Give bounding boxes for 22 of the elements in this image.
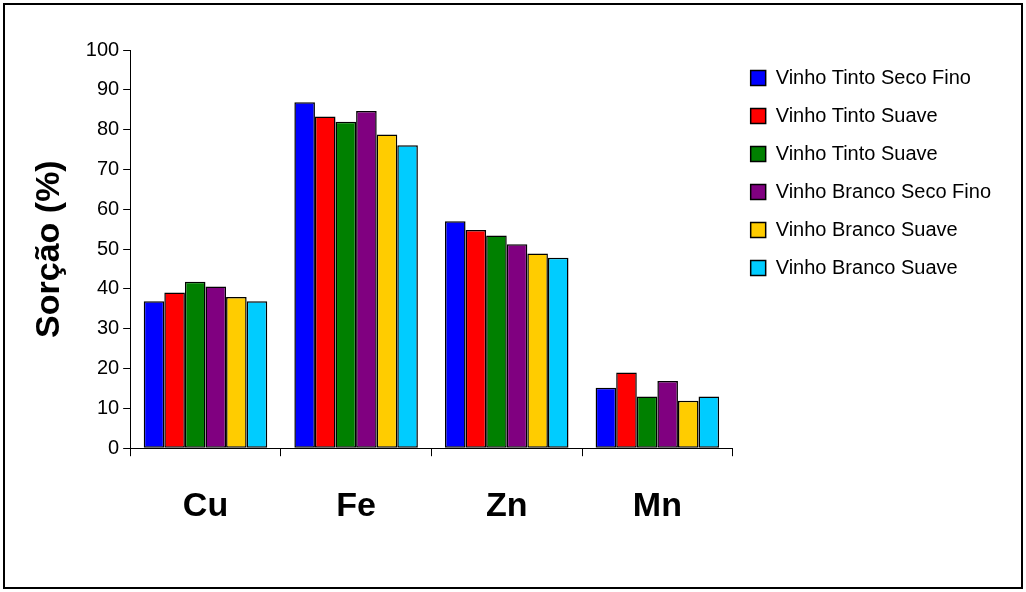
y-tick-label: 60 [96, 196, 120, 219]
y-tick-label: 70 [96, 156, 120, 179]
legend-label: Vinho Branco Suave [775, 217, 958, 240]
y-axis-title: Sorção (%) [27, 160, 66, 338]
y-tick-label: 0 [108, 435, 120, 458]
y-tick-label: 30 [96, 316, 120, 339]
x-tick-label: Cu [182, 484, 229, 523]
legend-label: Vinho Branco Suave [775, 255, 958, 278]
legend-label: Vinho Tinto Suave [775, 141, 938, 164]
y-tick-label: 10 [96, 395, 120, 418]
x-tick-label: Fe [336, 484, 376, 523]
y-tick-label: 50 [96, 236, 120, 259]
y-tick-label: 40 [96, 276, 120, 299]
y-tick-label: 100 [85, 37, 120, 60]
x-tick-label: Mn [632, 484, 682, 523]
legend-label: Vinho Tinto Seco Fino [775, 65, 971, 88]
x-tick-label: Zn [485, 484, 528, 523]
legend-label: Vinho Tinto Suave [775, 103, 938, 126]
legend-label: Vinho Branco Seco Fino [775, 179, 992, 202]
y-tick-label: 90 [96, 77, 120, 100]
y-tick-label: 20 [96, 356, 120, 379]
y-tick-label: 80 [96, 117, 120, 140]
